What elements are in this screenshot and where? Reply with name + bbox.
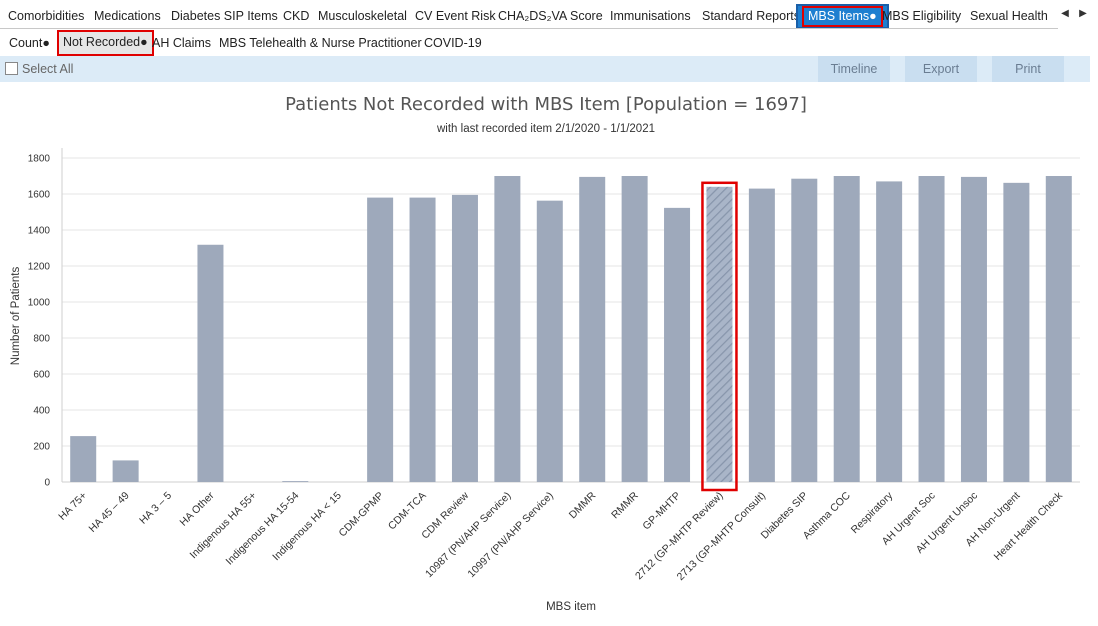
x-tick-label: RMMR bbox=[609, 489, 641, 521]
x-tick-label: 10997 (PN/AHP Service) bbox=[465, 490, 555, 580]
x-tick-label: 2713 (GP-MHTP Consult) bbox=[675, 490, 768, 583]
x-tick-label: HA 75+ bbox=[56, 490, 89, 523]
bar[interactable] bbox=[112, 460, 139, 482]
y-tick-label: 1000 bbox=[28, 298, 51, 309]
y-tick-label: 1600 bbox=[28, 190, 51, 201]
bar[interactable] bbox=[791, 178, 818, 482]
bar[interactable] bbox=[409, 197, 436, 482]
y-tick-label: 600 bbox=[33, 370, 50, 381]
y-tick-label: 1800 bbox=[28, 154, 51, 165]
x-tick-label: GP-MHTP bbox=[640, 490, 683, 533]
tab-mbs-items[interactable]: MBS Items● bbox=[796, 4, 889, 29]
secondary-tab-bar: Count● Not Recorded● AH Claims MBS Teleheal… bbox=[0, 30, 1098, 56]
bar[interactable] bbox=[621, 176, 648, 482]
subtab-not-recorded[interactable]: Not Recorded● bbox=[57, 30, 154, 56]
bars bbox=[70, 176, 1072, 492]
bar[interactable] bbox=[70, 436, 97, 482]
selected-bar-highlight bbox=[701, 181, 738, 492]
tab-bar-divider bbox=[0, 28, 1058, 29]
x-tick-label: 10987 (PN/AHP Service) bbox=[423, 490, 513, 580]
tab-sexual-health[interactable]: Sexual Health bbox=[970, 9, 1048, 23]
bar-chart: Patients Not Recorded with MBS Item [Pop… bbox=[10, 94, 1080, 613]
bar[interactable] bbox=[282, 481, 309, 482]
tab-cha-ds-va-score[interactable]: CHA₂DS₂VA Score bbox=[498, 9, 603, 23]
tab-diabetes-sip-items[interactable]: Diabetes SIP Items bbox=[171, 9, 278, 23]
tab-cv-event-risk[interactable]: CV Event Risk bbox=[415, 9, 496, 23]
tab-label: MBS Items● bbox=[802, 6, 883, 27]
y-tick-label: 1200 bbox=[28, 262, 51, 273]
x-tick-label: CDM-GPMP bbox=[337, 490, 387, 540]
tab-scroll-left-icon[interactable]: ◀ bbox=[1061, 8, 1069, 19]
x-tick-label: Indigenous HA 15-54 bbox=[224, 490, 302, 568]
tab-ckd[interactable]: CKD bbox=[283, 9, 310, 23]
y-tick-label: 200 bbox=[33, 442, 50, 453]
y-axis: 0 200 400 600 800 1000 1200 1400 1600 1800 bbox=[28, 154, 51, 489]
y-tick-label: 0 bbox=[44, 478, 50, 489]
tab-mbs-eligibility[interactable]: MBS Eligibility bbox=[882, 9, 962, 23]
x-tick-label: HA 3 – 5 bbox=[137, 490, 174, 527]
x-axis-label: MBS item bbox=[546, 601, 596, 613]
tab-musculoskeletal[interactable]: Musculoskeletal bbox=[318, 9, 407, 23]
bar[interactable] bbox=[579, 176, 606, 482]
chart-gridlines bbox=[61, 148, 1080, 483]
bar[interactable] bbox=[367, 197, 394, 482]
bar[interactable] bbox=[706, 186, 733, 483]
bar[interactable] bbox=[494, 176, 521, 482]
toolbar: Select All Timeline Export Print bbox=[0, 56, 1090, 82]
select-all-checkbox[interactable] bbox=[5, 62, 18, 75]
x-tick-label: HA 45 – 49 bbox=[87, 490, 132, 535]
primary-tab-bar: Comorbidities Medications Diabetes SIP Ite… bbox=[0, 4, 1098, 30]
export-button[interactable]: Export bbox=[905, 56, 977, 82]
subtab-mbs-telehealth-nurse-practitioner[interactable]: MBS Telehealth & Nurse Practitioner bbox=[219, 36, 422, 50]
bar[interactable] bbox=[1003, 182, 1030, 482]
select-all-label[interactable]: Select All bbox=[22, 62, 74, 76]
tab-immunisations[interactable]: Immunisations bbox=[610, 9, 691, 23]
tab-standard-reports[interactable]: Standard Reports bbox=[702, 9, 800, 23]
x-tick-label: HA Other bbox=[178, 489, 217, 528]
bar[interactable] bbox=[918, 176, 945, 482]
x-tick-label: DMMR bbox=[567, 489, 599, 521]
bar[interactable] bbox=[197, 244, 224, 482]
tab-scroll-right-icon[interactable]: ▶ bbox=[1079, 8, 1087, 19]
bar[interactable] bbox=[451, 194, 478, 482]
bar[interactable] bbox=[748, 188, 775, 482]
tab-comorbidities[interactable]: Comorbidities bbox=[8, 9, 85, 23]
bar[interactable] bbox=[536, 200, 563, 482]
subtab-count[interactable]: Count● bbox=[9, 36, 50, 50]
y-tick-label: 800 bbox=[33, 334, 50, 345]
y-tick-label: 400 bbox=[33, 406, 50, 417]
bar[interactable] bbox=[1045, 176, 1072, 482]
bar[interactable] bbox=[876, 181, 903, 482]
bar[interactable] bbox=[960, 176, 987, 482]
bar[interactable] bbox=[664, 207, 691, 483]
x-axis: HA 75+HA 45 – 49 HA 3 – 5 HA OtherIndigeno… bbox=[56, 489, 1065, 583]
chart-subtitle: with last recorded item 2/1/2020 - 1/1/2… bbox=[436, 123, 655, 135]
bar[interactable] bbox=[833, 176, 860, 482]
y-axis-label: Number of Patients bbox=[10, 267, 22, 366]
print-button[interactable]: Print bbox=[992, 56, 1064, 82]
timeline-button[interactable]: Timeline bbox=[818, 56, 890, 82]
tab-medications[interactable]: Medications bbox=[94, 9, 161, 23]
subtab-covid-19[interactable]: COVID-19 bbox=[424, 36, 482, 50]
chart-title: Patients Not Recorded with MBS Item [Pop… bbox=[285, 94, 807, 115]
x-tick-label: CDM-TCA bbox=[386, 490, 429, 533]
y-tick-label: 1400 bbox=[28, 226, 51, 237]
subtab-ah-claims[interactable]: AH Claims bbox=[152, 36, 212, 50]
x-tick-label: 2712 (GP-MHTP Review) bbox=[633, 490, 726, 583]
